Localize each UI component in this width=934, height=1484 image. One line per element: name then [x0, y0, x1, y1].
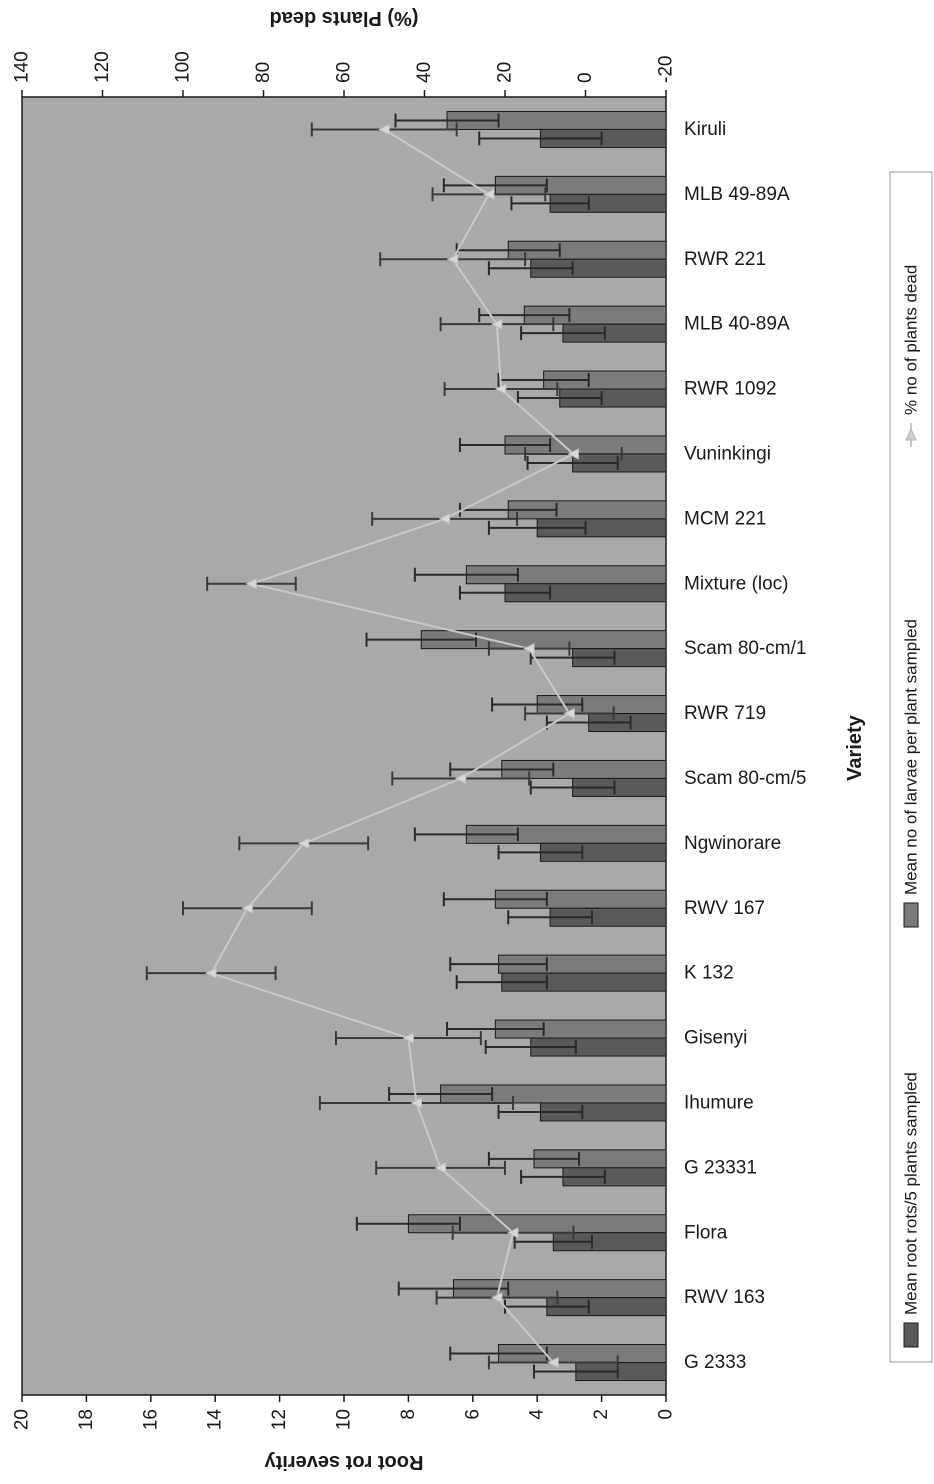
y2-tick-label-100: 100	[173, 51, 194, 83]
secondary-axis-title: (%) Plants dead	[270, 7, 419, 29]
y-tick-label-6: 6	[462, 1409, 483, 1420]
legend-label-root-rots: Mean root rots/5 plants sampled	[902, 1072, 921, 1315]
point-plants-dead-mlb-49-89a	[482, 188, 495, 201]
y-tick-label-4: 4	[527, 1409, 548, 1420]
point-plants-dead-rwr-719	[563, 707, 575, 720]
y-tick-label-16: 16	[140, 1409, 161, 1430]
category-label-ngwinorare: Ngwinorare	[684, 833, 781, 854]
y2-tick-label--20: -20	[656, 56, 677, 83]
category-label-mixture-loc: Mixture (loc)	[684, 573, 789, 594]
point-plants-dead-scam-80-cm-1	[523, 642, 535, 655]
category-label-g-2333: G 2333	[684, 1352, 746, 1373]
category-label-scam-80-cm-1: Scam 80-cm/1	[684, 638, 806, 659]
category-label-mcm-221: MCM 221	[684, 508, 766, 529]
point-plants-dead-ihumure	[410, 1097, 422, 1109]
point-plants-dead-scam-80-cm-5	[454, 772, 467, 785]
point-plants-dead-rwr-1092	[494, 383, 507, 395]
y2-tick-label-60: 60	[334, 62, 355, 83]
point-plants-dead-mixture-loc	[245, 577, 257, 590]
category-label-rwv-167: RWV 167	[684, 898, 765, 919]
y-tick-label-0: 0	[656, 1409, 677, 1420]
category-labels: Kiruli MLB 49-89A RWR 221 MLB 40-89A RWR 109…	[684, 119, 806, 1373]
category-label-rwr-1092: RWR 1092	[684, 379, 777, 400]
category-label-kiruli: Kiruli	[684, 119, 726, 140]
point-plants-dead-rwr-221	[446, 253, 459, 266]
category-label-k-132: K 132	[684, 963, 734, 984]
category-label-rwv-163: RWV 163	[684, 1287, 765, 1308]
category-label-flora: Flora	[684, 1222, 728, 1243]
x-axis-title: Variety	[844, 714, 866, 780]
legend-marker-plants-dead	[905, 427, 917, 441]
y-tick-label-10: 10	[334, 1409, 355, 1430]
legend: Mean root rots/5 plants sampled Mean no …	[889, 171, 933, 1363]
y2-tick-label-0: 0	[575, 72, 596, 83]
y2-tick-label-140: 140	[12, 51, 33, 83]
y-tick-label-20: 20	[12, 1409, 33, 1430]
primary-axis-title: Root rot severity	[264, 1451, 424, 1473]
y-tick-label-14: 14	[205, 1409, 226, 1431]
primary-axis-ticks: 0 2 4 6 8 10 12 14 16 18 20	[12, 1395, 677, 1430]
plot-area	[21, 96, 667, 1396]
legend-label-plants-dead: % no of plants dead	[902, 265, 921, 415]
category-label-rwr-221: RWR 221	[684, 249, 766, 270]
secondary-axis-ticks: -20 0 20 40 60 80 100 120 140	[12, 51, 677, 97]
category-label-g-23331: G 23331	[684, 1157, 757, 1178]
point-plants-dead-g-2333	[547, 1356, 559, 1369]
y-tick-label-12: 12	[269, 1409, 290, 1430]
point-plants-dead-mcm-221	[438, 513, 451, 525]
point-plants-dead-gisenyi	[402, 1032, 414, 1044]
category-label-scam-80-cm-5: Scam 80-cm/5	[684, 768, 806, 789]
line-plants-dead	[209, 128, 576, 1364]
y-tick-label-2: 2	[591, 1409, 612, 1420]
point-plants-dead-ngwinorare	[297, 837, 310, 850]
y-tick-label-8: 8	[398, 1409, 419, 1420]
point-plants-dead-g-23331	[434, 1162, 447, 1174]
category-label-ihumure: Ihumure	[684, 1092, 754, 1113]
category-label-mlb-49-89a: MLB 49-89A	[684, 184, 790, 205]
point-plants-dead-kiruli	[378, 123, 390, 136]
legend-box	[889, 171, 933, 1363]
dead-plants-line	[145, 122, 623, 1370]
y2-tick-label-120: 120	[92, 51, 113, 83]
point-plants-dead-rwv-163	[490, 1291, 503, 1304]
bars	[355, 110, 667, 1382]
point-plants-dead-vuninkingi	[567, 448, 579, 460]
point-plants-dead-flora	[506, 1226, 519, 1239]
category-label-rwr-719: RWR 719	[684, 703, 766, 724]
legend-swatch-larvae	[903, 902, 919, 928]
y2-tick-label-40: 40	[414, 62, 435, 83]
point-plants-dead-rwv-167	[241, 902, 253, 915]
y-tick-label-18: 18	[76, 1409, 97, 1430]
category-label-gisenyi: Gisenyi	[684, 1028, 747, 1049]
point-plants-dead-mlb-40-89a	[490, 318, 503, 330]
y2-tick-label-20: 20	[495, 62, 516, 83]
category-label-mlb-40-89a: MLB 40-89A	[684, 314, 790, 335]
legend-label-larvae: Mean no of larvae per plant sampled	[902, 619, 921, 895]
category-label-vuninkingi: Vuninkingi	[684, 443, 771, 464]
point-plants-dead-k-132	[205, 967, 217, 979]
y2-tick-label-80: 80	[253, 62, 274, 83]
legend-swatch-root-rots	[903, 1322, 919, 1348]
